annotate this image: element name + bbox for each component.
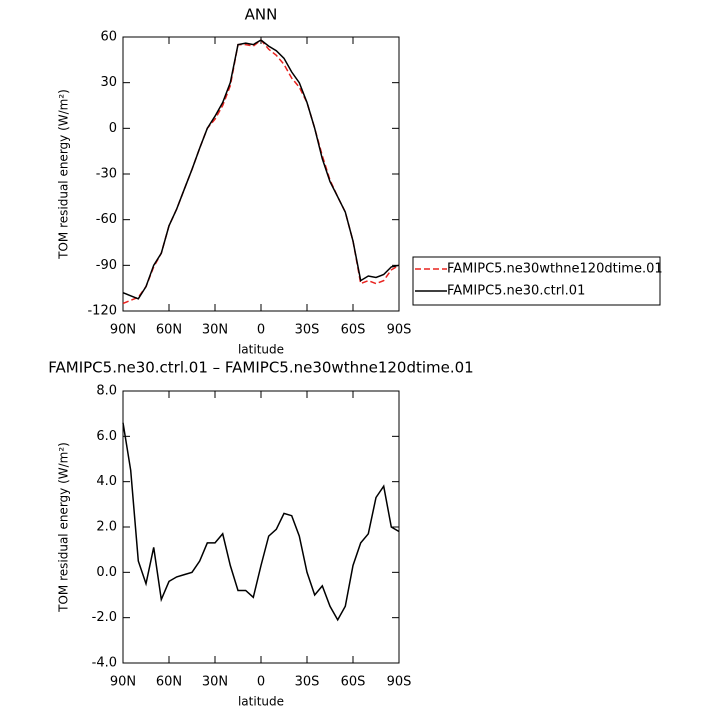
- y-tick-label: 6.0: [96, 429, 117, 444]
- x-tick-label: 30S: [295, 323, 320, 338]
- y-tick-label: 30: [100, 75, 117, 90]
- x-tick-label: 60S: [341, 323, 366, 338]
- y-tick-label: -2.0: [92, 610, 117, 625]
- x-tick-label: 30N: [202, 675, 228, 690]
- y-tick-label: 8.0: [96, 384, 117, 399]
- data-line: [122, 39, 400, 300]
- plot-frame: [122, 390, 400, 664]
- data-line: [122, 422, 400, 622]
- y-axis-label: TOM residual energy (W/m²): [57, 442, 71, 613]
- x-tick-label: 30N: [202, 323, 228, 338]
- x-tick-label: 90N: [110, 675, 136, 690]
- y-tick-label: 2.0: [96, 520, 117, 535]
- y-tick-label: -90: [96, 258, 117, 273]
- y-tick-label: 60: [100, 30, 117, 45]
- legend-label: FAMIPC5.ne30wthne120dtime.01: [447, 262, 663, 277]
- plot-frame: [122, 36, 400, 312]
- x-tick-label: 0: [257, 675, 265, 690]
- x-tick-label: 90S: [387, 675, 412, 690]
- x-tick-label: 90N: [110, 323, 136, 338]
- y-tick-label: -30: [96, 167, 117, 182]
- y-tick-label: 0: [109, 121, 117, 136]
- x-tick-label: 60S: [341, 675, 366, 690]
- y-axis-label: TOM residual energy (W/m²): [57, 89, 71, 260]
- x-tick-label: 0: [257, 323, 265, 338]
- y-tick-label: 4.0: [96, 474, 117, 489]
- legend-label: FAMIPC5.ne30.ctrl.01: [447, 284, 585, 299]
- x-tick-label: 30S: [295, 675, 320, 690]
- chart-title: FAMIPC5.ne30.ctrl.01 – FAMIPC5.ne30wthne…: [48, 359, 473, 377]
- x-tick-label: 60N: [156, 675, 182, 690]
- y-tick-label: 0.0: [96, 565, 117, 580]
- y-tick-label: -60: [96, 212, 117, 227]
- x-tick-label: 90S: [387, 323, 412, 338]
- y-tick-label: -120: [87, 304, 117, 319]
- x-tick-label: 60N: [156, 323, 182, 338]
- y-tick-label: -4.0: [92, 656, 117, 671]
- legend-box: [412, 256, 661, 306]
- chart-title: ANN: [245, 6, 278, 24]
- x-axis-label: latitude: [238, 695, 284, 709]
- x-axis-label: latitude: [238, 343, 284, 357]
